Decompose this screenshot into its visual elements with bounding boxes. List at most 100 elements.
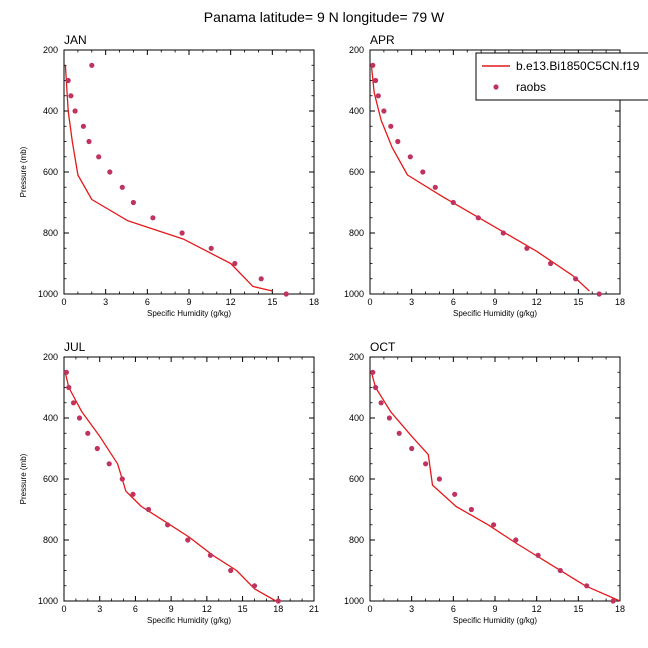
raobs-point: [66, 384, 72, 391]
legend-obs-label: raobs: [516, 80, 546, 94]
y-tick-label: 1000: [344, 596, 364, 606]
raobs-point: [68, 93, 74, 99]
x-tick-label: 6: [451, 297, 456, 307]
raobs-point: [573, 276, 579, 282]
raobs-point: [80, 123, 86, 129]
y-tick-label: 600: [349, 167, 364, 177]
panel-label: JUL: [64, 340, 86, 354]
x-tick-label: 6: [133, 604, 138, 614]
raobs-point: [85, 430, 91, 436]
x-axis-label: Specific Humidity (g/kg): [453, 616, 537, 625]
raobs-point: [150, 215, 156, 221]
x-axis-label: Specific Humidity (g/kg): [453, 309, 537, 318]
raobs-point: [524, 245, 530, 251]
raobs-point: [119, 476, 125, 482]
raobs-point: [420, 169, 426, 175]
raobs-point: [500, 230, 506, 236]
x-tick-label: 12: [202, 604, 212, 614]
raobs-point: [96, 154, 102, 160]
raobs-point: [165, 522, 171, 528]
x-axis-label: Specific Humidity (g/kg): [147, 309, 231, 318]
raobs-point: [491, 522, 497, 528]
raobs-point: [207, 552, 213, 558]
x-tick-label: 15: [573, 297, 583, 307]
x-tick-label: 21: [309, 604, 319, 614]
x-tick-label: 0: [61, 604, 66, 614]
raobs-point: [86, 138, 92, 145]
x-tick-label: 3: [103, 297, 108, 307]
x-tick-label: 0: [367, 604, 372, 614]
y-tick-label: 600: [43, 474, 58, 484]
raobs-point: [432, 184, 438, 190]
x-tick-label: 9: [186, 297, 191, 307]
raobs-point: [107, 169, 113, 175]
raobs-point: [409, 445, 415, 452]
y-tick-label: 1000: [344, 289, 364, 299]
raobs-point: [251, 583, 258, 589]
y-tick-label: 600: [349, 474, 364, 484]
raobs-point: [475, 215, 481, 221]
raobs-point: [395, 138, 401, 145]
raobs-point: [275, 598, 281, 604]
y-tick-label: 200: [43, 45, 58, 55]
raobs-point: [381, 108, 387, 114]
x-axis-label: Specific Humidity (g/kg): [147, 616, 231, 625]
legend-model-label: b.e13.Bi1850C5CN.f19: [516, 59, 640, 73]
x-tick-label: 12: [226, 297, 236, 307]
y-tick-label: 400: [43, 106, 58, 116]
raobs-point: [130, 491, 136, 497]
x-tick-label: 18: [615, 604, 625, 614]
y-axis-label: Pressure (mb): [19, 453, 28, 504]
y-axis-label: Pressure (mb): [19, 146, 28, 197]
raobs-point: [70, 400, 77, 406]
raobs-point: [232, 260, 238, 267]
raobs-point: [145, 506, 152, 513]
x-tick-label: 3: [409, 297, 414, 307]
raobs-point: [407, 154, 413, 160]
model-profile-line: [64, 372, 277, 602]
raobs-point: [548, 260, 554, 267]
y-tick-label: 200: [43, 352, 58, 362]
raobs-point: [89, 62, 95, 68]
raobs-point: [378, 400, 384, 406]
panel-jul: JUL 0 3 6 9 12 15 18 21 200 400 600 800 1000 Specific …: [19, 340, 319, 625]
x-tick-label: 6: [451, 604, 456, 614]
raobs-point: [130, 199, 136, 206]
raobs-point: [370, 369, 376, 375]
plot-frame: [63, 356, 315, 602]
raobs-point: [386, 415, 392, 421]
raobs-point: [373, 77, 379, 84]
raobs-point: [513, 537, 519, 543]
model-profile-line: [370, 372, 621, 602]
x-tick-label: 9: [492, 297, 497, 307]
plot-frame: [63, 49, 315, 295]
raobs-point: [283, 291, 289, 297]
model-profile-line: [370, 65, 590, 292]
panel-apr: APR 0 3 6 9 12 15 18 200 400 600 800 1000 Specific Hu…: [344, 33, 625, 318]
y-tick-label: 600: [43, 167, 58, 177]
plot-frame: [369, 356, 621, 602]
raobs-point: [375, 93, 381, 99]
y-tick-label: 200: [349, 352, 364, 362]
raobs-point: [388, 123, 394, 129]
raobs-point: [610, 598, 616, 604]
model-profile-line: [64, 65, 273, 292]
y-tick-label: 1000: [38, 596, 58, 606]
x-tick-label: 12: [532, 297, 542, 307]
legend: b.e13.Bi1850C5CN.f19 raobs: [475, 52, 648, 101]
raobs-point: [258, 276, 264, 282]
raobs-point: [535, 552, 541, 558]
raobs-point: [119, 184, 125, 190]
x-tick-label: 12: [532, 604, 542, 614]
raobs-point: [596, 291, 602, 297]
raobs-point: [63, 369, 69, 375]
x-tick-label: 15: [238, 604, 248, 614]
figure-title: Panama latitude= 9 N longitude= 79 W: [204, 9, 445, 25]
panel-label: APR: [370, 33, 395, 47]
raobs-point: [65, 77, 71, 84]
raobs-point: [396, 430, 402, 436]
y-tick-label: 200: [349, 45, 364, 55]
raobs-point: [468, 506, 474, 513]
